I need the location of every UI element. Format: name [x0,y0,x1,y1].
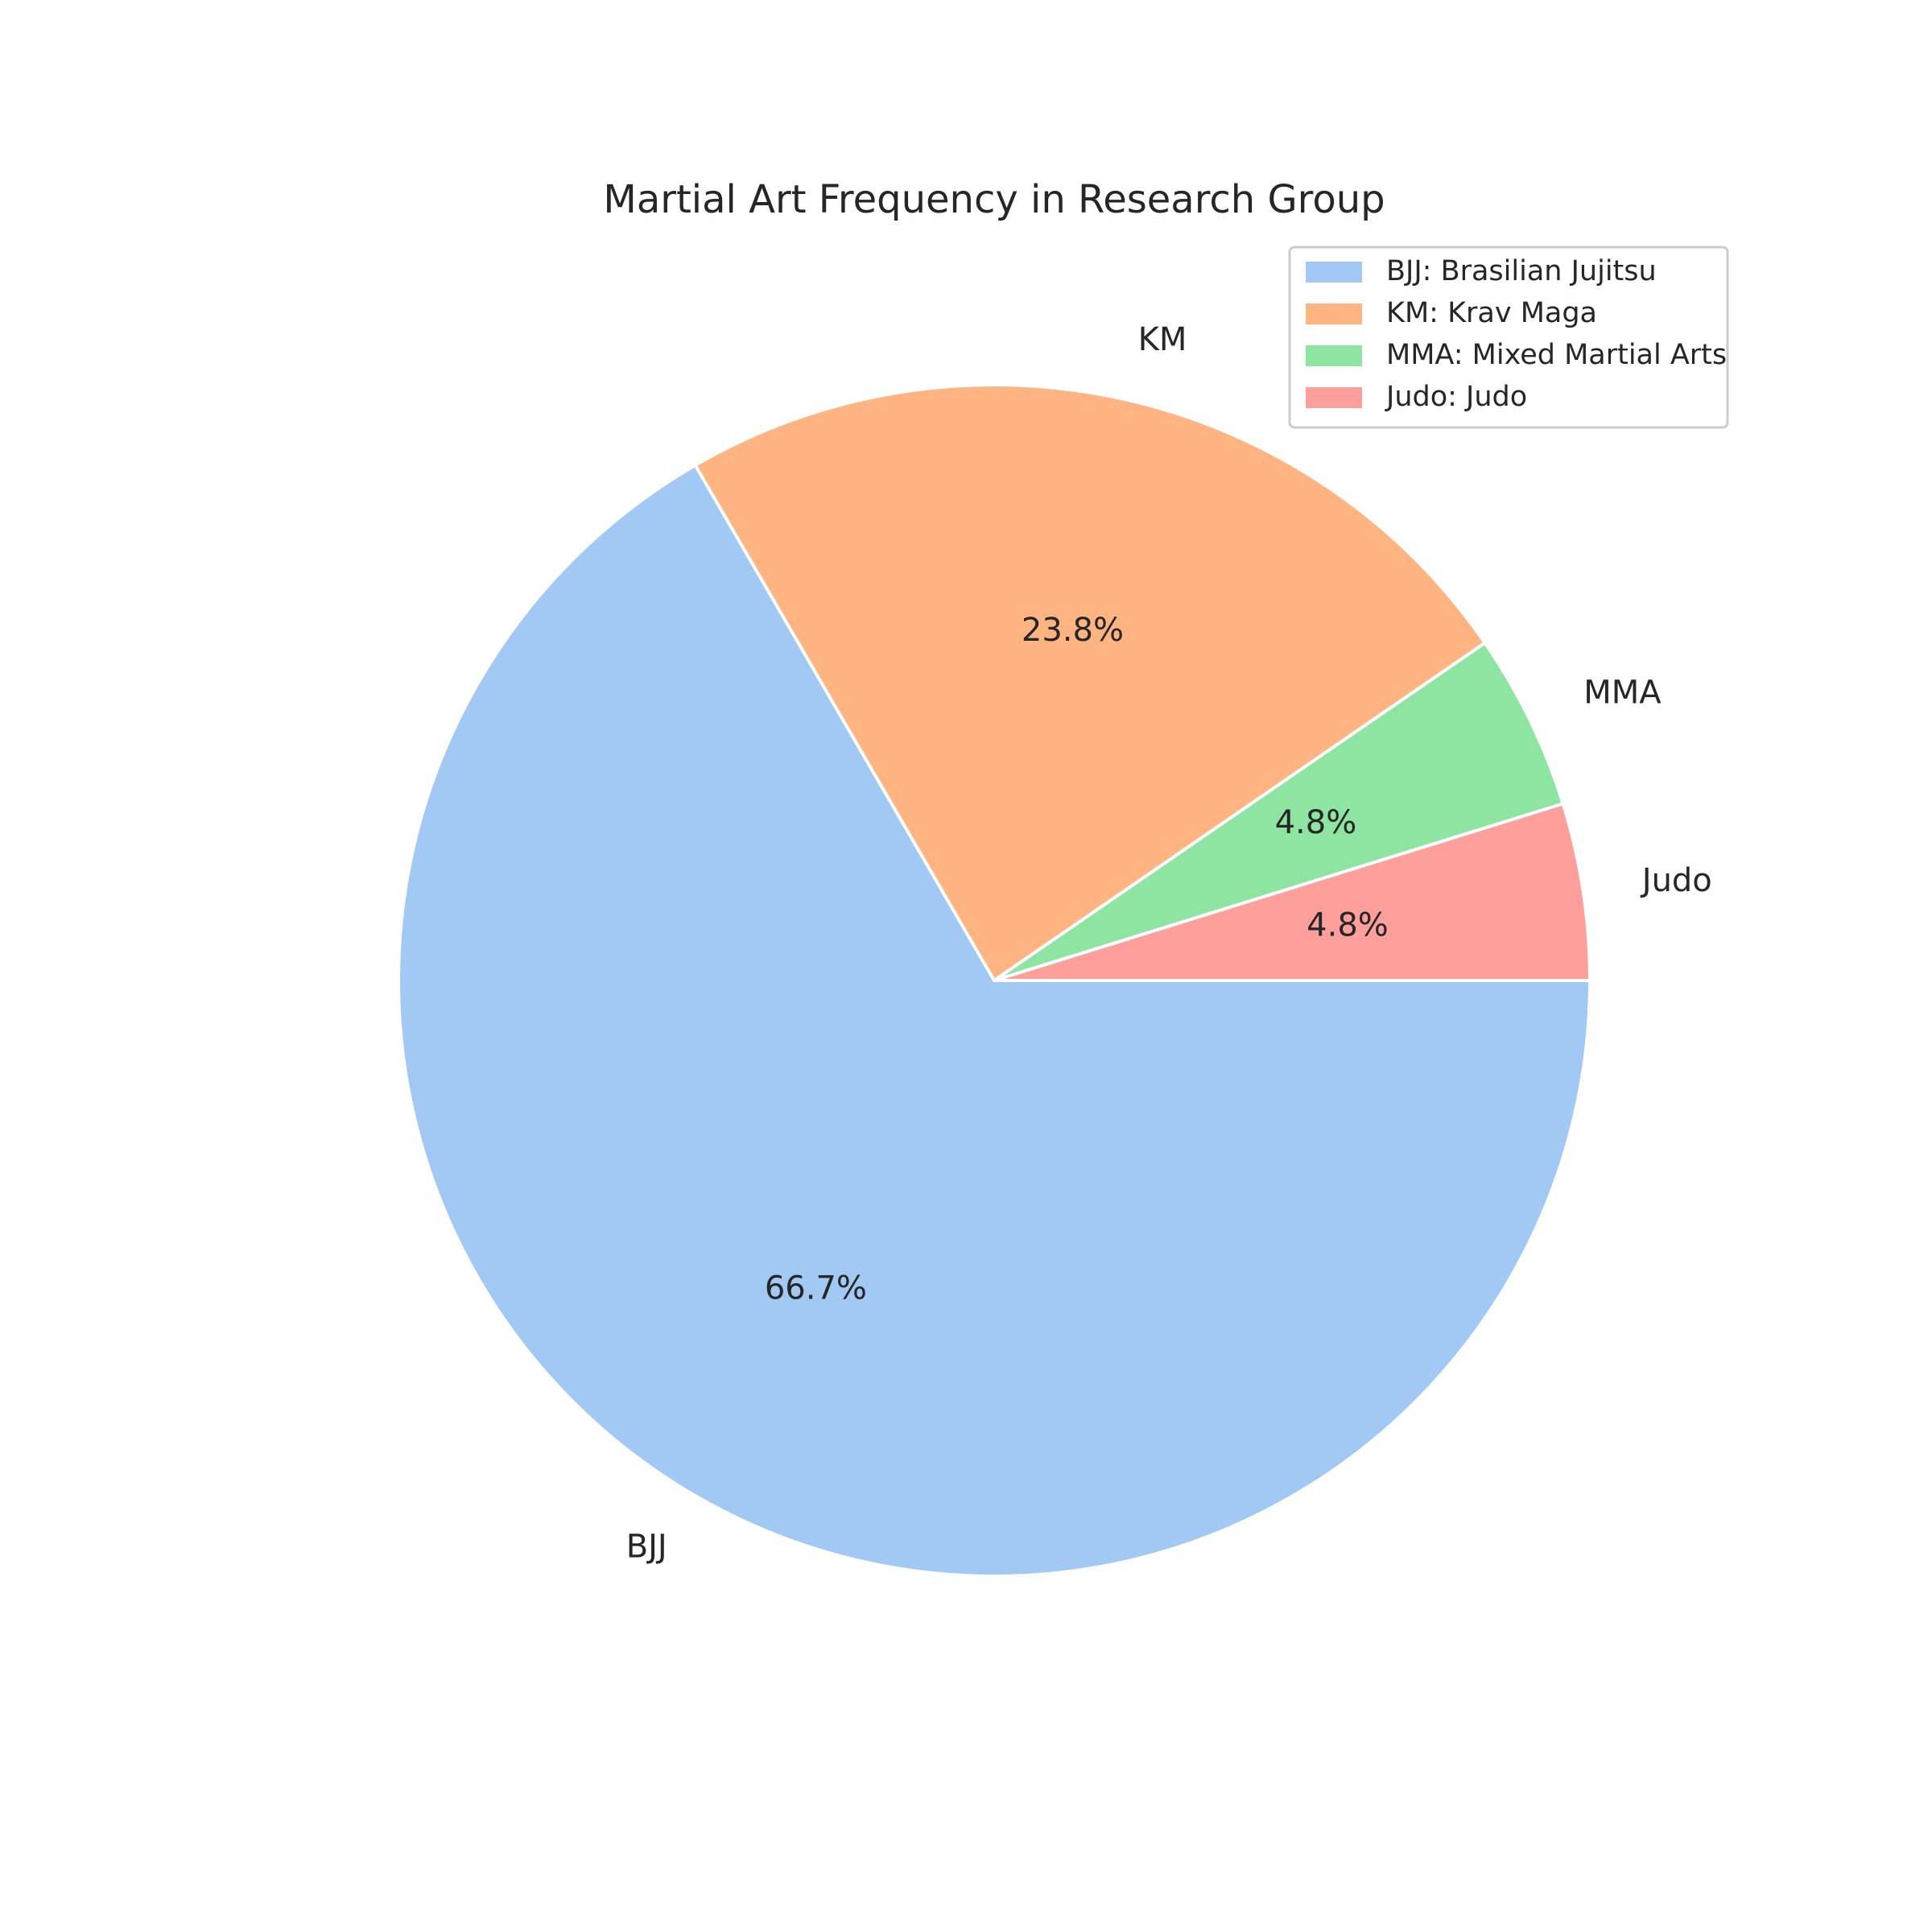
percent-label-judo: 4.8% [1307,906,1389,943]
chart-title: Martial Art Frequency in Research Group [603,177,1385,222]
legend-swatch-km [1306,303,1362,324]
slice-label-judo: Judo [1640,862,1712,899]
slice-label-km: KM [1138,321,1187,358]
percent-label-km: 23.8% [1022,612,1124,649]
pie-labels: BJJ 66.7% KM 23.8% MMA 4.8% Judo 4.8% [626,321,1712,1566]
legend-swatch-judo [1306,387,1362,408]
legend-frame [1288,246,1729,429]
legend-label-mma: MMA: Mixed Martial Arts [1386,339,1727,371]
percent-label-bjj: 66.7% [765,1270,867,1307]
slice-label-bjj: BJJ [626,1528,667,1565]
legend-swatch-bjj [1306,262,1362,283]
pie-slice-judo [993,802,1591,982]
pie-slices [397,383,1591,1578]
legend-label-bjj: BJJ: Brasilian Jujitsu [1386,255,1657,287]
legend-label-judo: Judo: Judo [1385,381,1527,413]
percent-label-mma: 4.8% [1275,804,1357,841]
pie-slice-bjj [397,463,1591,1578]
legend-swatch-mma [1306,345,1362,366]
legend-entries: BJJ: Brasilian Jujitsu KM: Krav Maga MMA: … [1306,255,1727,413]
pie-slice-mma [993,641,1565,982]
pie-slice-km [693,383,1487,982]
legend: BJJ: Brasilian Jujitsu KM: Krav Maga MMA: … [1288,246,1729,429]
slice-label-mma: MMA [1583,675,1662,712]
legend-label-km: KM: Krav Maga [1386,297,1597,329]
